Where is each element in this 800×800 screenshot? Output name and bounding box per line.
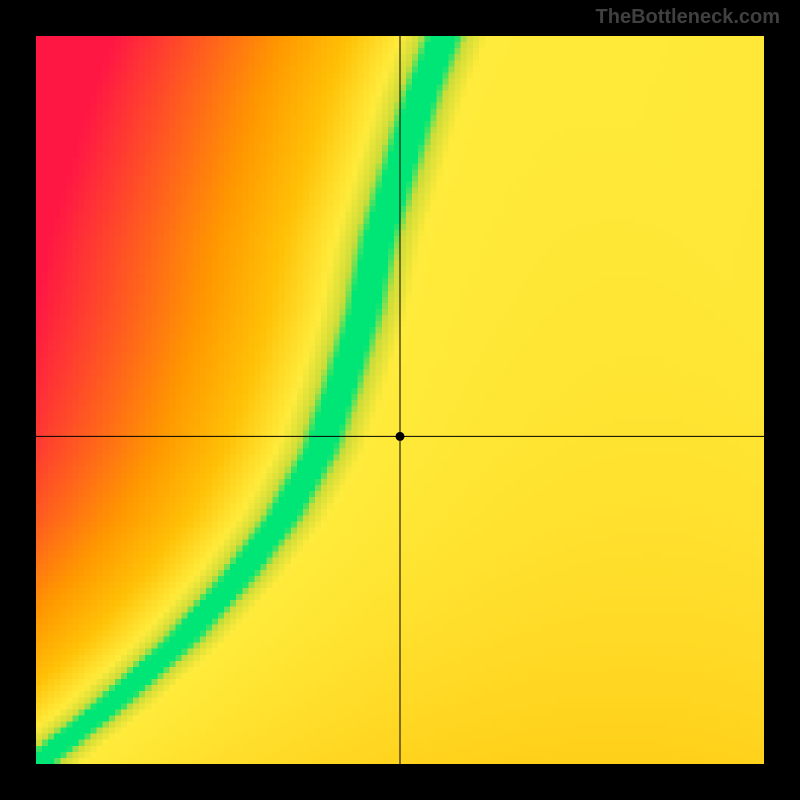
crosshair-overlay <box>0 0 800 800</box>
watermark-text: TheBottleneck.com <box>596 6 780 29</box>
chart-container: TheBottleneck.com <box>0 0 800 800</box>
crosshair-marker <box>396 432 405 441</box>
